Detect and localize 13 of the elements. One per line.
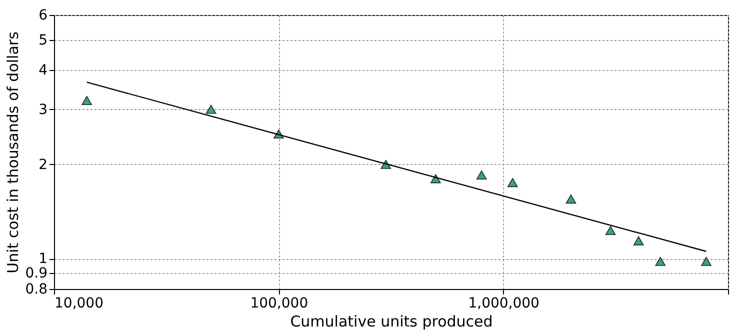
y-tick-label: 1 bbox=[38, 251, 48, 268]
y-tick-label: 4 bbox=[38, 62, 48, 79]
y-axis-title: Unit cost in thousands of dollars bbox=[4, 31, 22, 274]
y-tick-label: 2 bbox=[38, 156, 48, 173]
x-tick-label: 100,000 bbox=[250, 296, 308, 312]
y-tick-label: 3 bbox=[38, 102, 48, 118]
y-tick-label: 5 bbox=[38, 32, 48, 48]
x-tick-label: 10,000 bbox=[54, 296, 104, 312]
y-tick-label: 0.9 bbox=[25, 265, 48, 282]
y-tick-label: 0.8 bbox=[25, 282, 48, 298]
x-tick-label: 1,000,000 bbox=[468, 296, 540, 312]
x-axis-title: Cumulative units produced bbox=[290, 312, 493, 330]
y-tick-label: 6 bbox=[38, 8, 48, 24]
